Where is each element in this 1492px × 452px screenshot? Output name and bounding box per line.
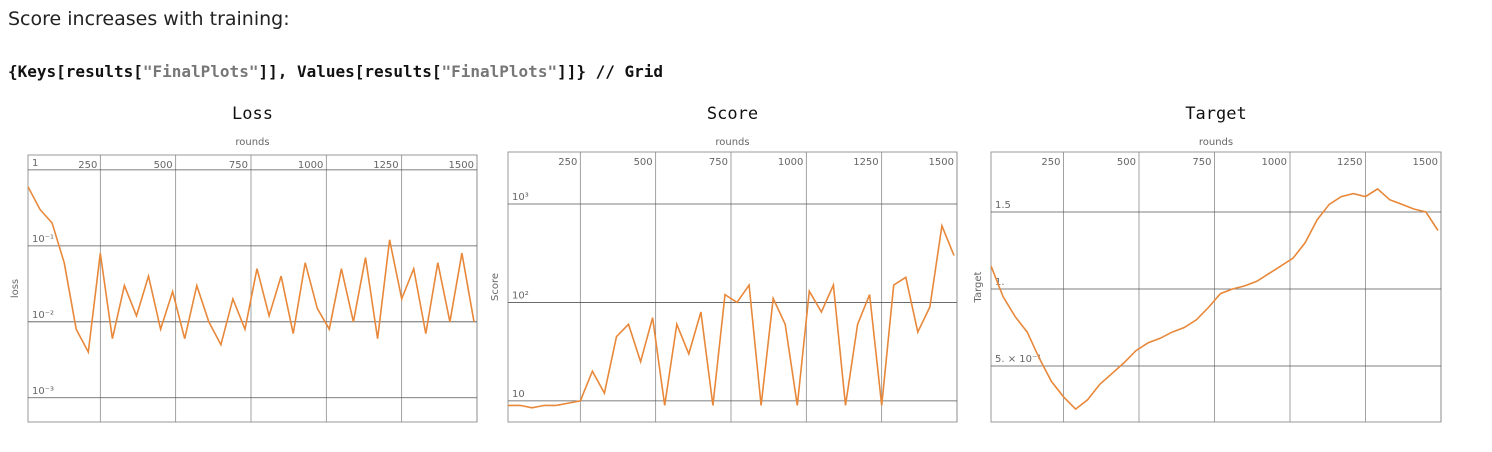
code-string: "FinalPlots"	[142, 62, 259, 81]
y-tick-label: 10³	[512, 192, 529, 203]
y-axis-label: loss	[10, 279, 21, 298]
x-tick-label: 250	[558, 157, 577, 168]
x-axis-label: rounds	[715, 137, 749, 148]
data-line	[508, 222, 955, 409]
x-tick-label: 500	[1117, 157, 1136, 168]
data-layer	[508, 222, 955, 409]
y-axis-label: Score	[490, 273, 501, 301]
code-part: ]], Values[results[	[258, 62, 442, 81]
code-input[interactable]: {Keys[results["FinalPlots"]], Values[res…	[8, 62, 663, 81]
x-tick-label: 250	[78, 160, 97, 171]
y-tick-label: 10⁻²	[32, 310, 54, 321]
data-line	[991, 187, 1439, 411]
x-tick-label: 250	[1041, 157, 1060, 168]
data-line	[28, 186, 475, 355]
plot: Score rounds Score 250 500 750 1000 1250 1500 10³…	[490, 104, 958, 423]
x-tick-label: 1250	[373, 160, 398, 171]
heading: Score increases with training:	[8, 8, 290, 30]
x-tick-label: 1500	[929, 157, 954, 168]
x-tick-label: 750	[229, 160, 248, 171]
code-part: ]]} // Grid	[557, 62, 664, 81]
x-tick-label: 1250	[853, 157, 878, 168]
x-tick-label: 500	[154, 160, 173, 171]
x-tick-label: 500	[634, 157, 653, 168]
x-tick-label: 1000	[778, 157, 803, 168]
code-string: "FinalPlots"	[441, 62, 558, 81]
y-tick-label: 10⁻³	[32, 386, 54, 397]
y-tick-label: 1.	[995, 277, 1005, 288]
plot-title: Target	[1185, 104, 1246, 124]
plot: Loss rounds loss 250 500 750 1000 1250 1500 1 10⁻¹…	[10, 104, 478, 423]
y-axis-label: Target	[973, 271, 984, 303]
x-tick-label: 1500	[1413, 157, 1438, 168]
plot-frame	[990, 151, 1442, 423]
code-part: {Keys[results[	[8, 62, 143, 81]
plot: Target rounds Target 250 500 750 1000 1250 1500 1…	[973, 104, 1442, 423]
x-tick-label: 1500	[449, 160, 474, 171]
y-tick-label: 1.5	[995, 200, 1011, 211]
y-tick-label: 1	[32, 158, 38, 169]
data-layer	[991, 187, 1439, 411]
x-tick-label: 1000	[298, 160, 323, 171]
x-tick-label: 750	[709, 157, 728, 168]
y-tick-label: 10	[512, 389, 525, 400]
plot-frame	[507, 151, 958, 423]
y-tick-label: 10²	[512, 290, 529, 301]
plot-title: Score	[707, 104, 758, 124]
x-tick-label: 750	[1192, 157, 1211, 168]
x-tick-label: 1250	[1337, 157, 1362, 168]
y-tick-label: 10⁻¹	[32, 234, 54, 245]
y-tick-label: 5. × 10⁻¹	[995, 354, 1041, 365]
data-layer	[28, 186, 475, 355]
x-tick-label: 1000	[1262, 157, 1287, 168]
x-axis-label: rounds	[235, 137, 269, 148]
plot-title: Loss	[232, 104, 273, 124]
x-axis-label: rounds	[1199, 137, 1233, 148]
